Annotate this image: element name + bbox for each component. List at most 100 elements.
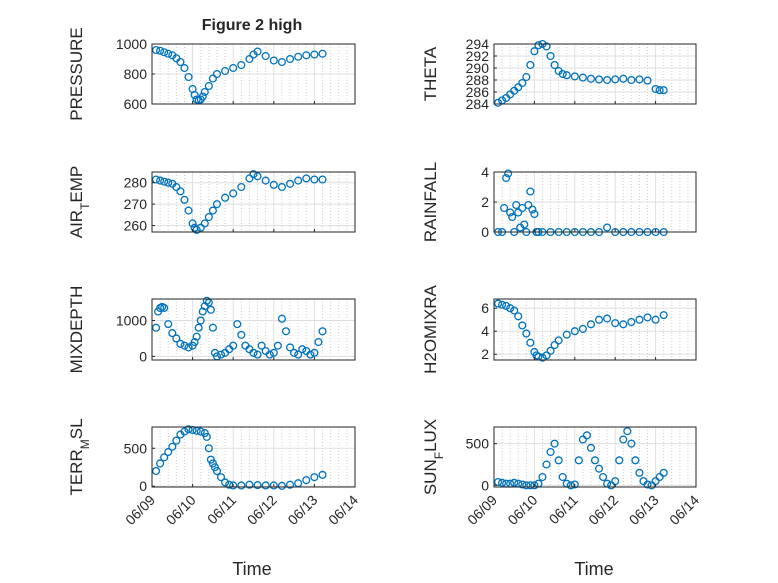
x-tick-label: 06/13: [284, 492, 320, 528]
data-point: [164, 448, 173, 457]
y-tick-label: 292: [466, 48, 490, 64]
data-point: [196, 316, 205, 325]
data-point: [208, 74, 217, 83]
y-axis-label: MIXDEPTH: [67, 286, 86, 374]
data-point: [269, 481, 278, 490]
data-point: [500, 203, 509, 213]
data-point: [176, 339, 185, 348]
data-point: [574, 456, 583, 465]
data-point: [245, 480, 254, 489]
plot-area: [152, 299, 355, 360]
series-points: [152, 425, 327, 490]
data-point: [168, 442, 177, 451]
data-point: [221, 193, 230, 202]
data-point: [635, 75, 644, 84]
data-point: [245, 174, 254, 183]
data-point: [520, 220, 529, 229]
data-point: [651, 84, 660, 94]
y-tick-label: 800: [124, 66, 148, 82]
data-point: [253, 350, 262, 359]
data-point: [190, 223, 199, 232]
data-point: [237, 182, 246, 192]
data-point: [253, 481, 262, 490]
x-tick-label: 06/12: [244, 492, 280, 528]
data-point: [534, 41, 543, 50]
data-point: [619, 74, 628, 83]
data-point: [518, 78, 527, 88]
subplot-air_temp: 260 270 280 AIRTEMP: [67, 166, 356, 238]
grid: [152, 427, 355, 487]
data-point: [294, 52, 303, 61]
data-point: [204, 81, 213, 91]
data-point: [643, 76, 652, 85]
y-tick-label: 6: [481, 300, 489, 316]
x-tick-label: 06/09: [464, 492, 500, 528]
data-point: [528, 205, 537, 214]
data-point: [619, 435, 628, 444]
y-tick-label: 0: [139, 478, 147, 494]
x-tick-label: 06/13: [626, 492, 662, 528]
x-tick-label: 06/10: [504, 492, 540, 528]
data-point: [530, 481, 539, 490]
data-point: [586, 443, 596, 452]
y-tick-label: 1000: [116, 313, 147, 329]
data-point: [168, 329, 177, 338]
axes-box: [493, 43, 697, 105]
data-point: [302, 476, 311, 485]
y-tick-label: 288: [466, 72, 490, 88]
data-point: [526, 187, 535, 196]
data-point: [216, 350, 226, 359]
data-point: [196, 223, 205, 232]
x-tick-label: 06/14: [325, 492, 361, 528]
data-point: [298, 345, 307, 354]
data-point: [493, 477, 503, 487]
data-point: [562, 330, 571, 339]
data-point: [504, 169, 513, 178]
data-point: [310, 50, 319, 59]
y-axis-label: H2OMIXRA: [421, 284, 440, 373]
data-point: [570, 72, 579, 81]
axes-box: [493, 426, 697, 488]
data-point: [261, 51, 270, 61]
data-point: [202, 296, 211, 305]
data-point: [643, 313, 652, 322]
data-point: [221, 478, 230, 487]
y-tick-label: 500: [124, 440, 148, 456]
data-point: [194, 323, 203, 332]
data-point: [160, 177, 169, 186]
data-point: [229, 63, 238, 73]
plot-area: [494, 299, 696, 360]
y-axis-label: SUNFLUX: [421, 419, 446, 495]
data-point: [643, 480, 652, 489]
data-point: [206, 305, 215, 314]
data-point: [506, 208, 515, 217]
y-tick-label: 294: [466, 36, 490, 52]
data-point: [623, 427, 632, 436]
y-tick-label: 4: [481, 323, 489, 339]
data-point: [578, 435, 587, 444]
data-point: [188, 219, 197, 228]
data-point: [164, 178, 173, 187]
x-axis-label-left: Time: [232, 559, 271, 579]
data-point: [659, 86, 668, 95]
data-point: [229, 189, 238, 198]
data-point: [586, 320, 596, 329]
subplot-rainfall: 0 2 4 RAINFALL: [421, 162, 697, 242]
data-point: [526, 60, 535, 70]
data-point: [627, 439, 636, 448]
data-point: [514, 208, 523, 217]
data-point: [659, 311, 668, 320]
data-point: [221, 66, 230, 76]
data-point: [590, 456, 600, 465]
data-point: [310, 348, 319, 357]
data-point: [526, 338, 535, 347]
x-tick-label: 06/11: [546, 492, 582, 528]
data-point: [550, 439, 559, 448]
data-point: [554, 456, 563, 465]
data-point: [180, 341, 189, 350]
data-point: [522, 329, 531, 338]
data-point: [285, 480, 295, 489]
subplot-terr_msl: 0 500 06/09 06/10 06/11 06/12 06/13 06/14 TERRMS…: [67, 418, 361, 527]
data-point: [212, 200, 222, 209]
data-point: [273, 341, 282, 350]
